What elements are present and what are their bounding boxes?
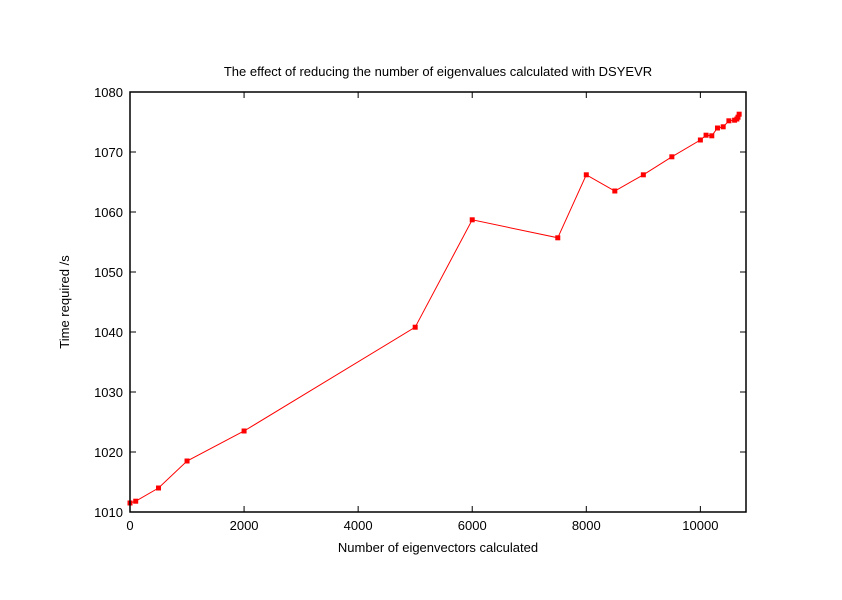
data-point [412, 324, 418, 330]
y-tick-label: 1030 [94, 385, 123, 400]
data-point [184, 458, 190, 464]
y-tick-label: 1080 [94, 85, 123, 100]
data-point [156, 485, 162, 491]
x-tick-label: 10000 [682, 518, 718, 533]
data-point [703, 132, 709, 138]
data-point [735, 114, 741, 120]
data-point [640, 172, 646, 178]
x-tick-label: 8000 [572, 518, 601, 533]
x-tick-label: 0 [126, 518, 133, 533]
plot-frame [129, 91, 747, 513]
y-tick-label: 1020 [94, 445, 123, 460]
data-point [241, 428, 247, 434]
chart-title: The effect of reducing the number of eig… [224, 64, 652, 79]
data-point [726, 118, 732, 124]
y-tick-label: 1060 [94, 205, 123, 220]
y-axis-label: Time required /s [57, 255, 72, 349]
data-point [697, 137, 703, 143]
data-point [583, 172, 589, 178]
data-point [714, 125, 720, 131]
data-point [736, 111, 742, 117]
x-tick-label: 2000 [230, 518, 259, 533]
y-tick-label: 1010 [94, 505, 123, 520]
x-axis-label: Number of eigenvectors calculated [338, 540, 538, 555]
data-point [133, 498, 139, 504]
series-line [129, 114, 740, 504]
data-point [709, 133, 715, 139]
y-tick-label: 1070 [94, 145, 123, 160]
y-tick-label: 1050 [94, 265, 123, 280]
x-tick-label: 6000 [458, 518, 487, 533]
x-tick-label: 4000 [344, 518, 373, 533]
y-tick-label: 1040 [94, 325, 123, 340]
data-point [555, 235, 561, 241]
data-point [669, 154, 675, 160]
data-point [720, 124, 726, 130]
data-point [612, 188, 618, 194]
data-point [469, 217, 475, 223]
